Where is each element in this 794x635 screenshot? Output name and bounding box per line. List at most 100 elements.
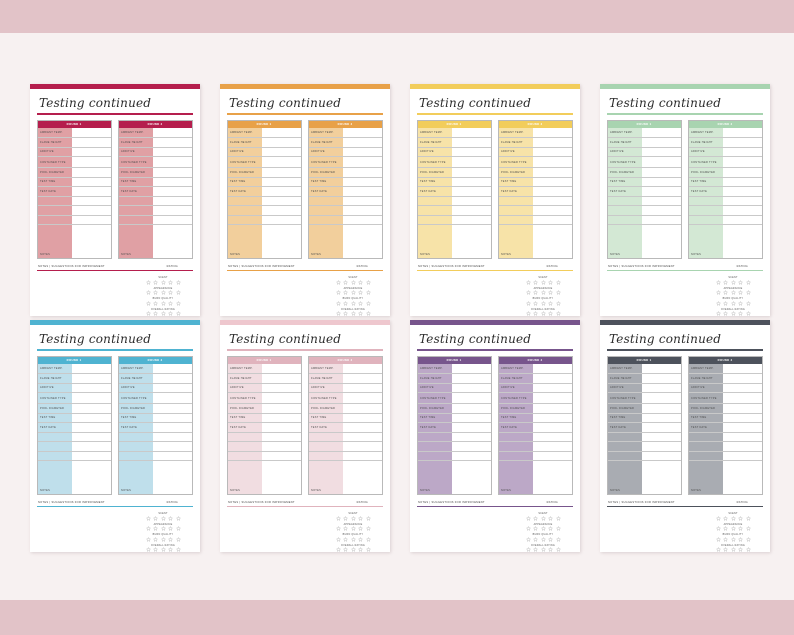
table-row-input[interactable] xyxy=(262,186,301,196)
star-rating-row[interactable] xyxy=(525,536,561,542)
star-icon[interactable] xyxy=(168,290,173,295)
star-rating-row[interactable] xyxy=(145,311,181,316)
star-rating-row[interactable] xyxy=(715,279,751,285)
table-row-input[interactable] xyxy=(452,450,491,461)
notes-writing-area[interactable] xyxy=(607,275,697,311)
table-row-input[interactable] xyxy=(642,364,681,374)
star-icon[interactable] xyxy=(365,536,371,542)
table-row-input[interactable] xyxy=(343,128,382,138)
table-row-input[interactable] xyxy=(153,364,192,374)
star-rating-row[interactable] xyxy=(715,300,751,306)
table-row-input[interactable] xyxy=(343,205,382,215)
star-icon[interactable] xyxy=(738,526,743,531)
star-icon[interactable] xyxy=(745,300,751,306)
table-row-input[interactable] xyxy=(153,195,192,206)
table-row-input[interactable] xyxy=(72,214,111,225)
table-row-input[interactable] xyxy=(642,431,681,442)
table-row-input[interactable] xyxy=(72,156,111,167)
star-icon[interactable] xyxy=(168,536,173,542)
star-icon[interactable] xyxy=(343,300,348,306)
star-rating-row[interactable] xyxy=(145,515,181,521)
table-row-input[interactable] xyxy=(533,392,572,403)
star-icon[interactable] xyxy=(555,536,561,542)
table-row-input[interactable] xyxy=(723,431,762,442)
star-rating-row[interactable] xyxy=(525,300,561,306)
star-icon[interactable] xyxy=(335,526,341,531)
star-icon[interactable] xyxy=(525,547,531,552)
star-icon[interactable] xyxy=(343,279,348,285)
table-row-input[interactable] xyxy=(533,128,572,138)
table-row-input[interactable] xyxy=(452,422,491,432)
star-icon[interactable] xyxy=(350,300,356,306)
star-icon[interactable] xyxy=(533,547,538,552)
table-row-input[interactable] xyxy=(343,224,382,258)
star-rating-row[interactable] xyxy=(335,526,371,531)
table-row-input[interactable] xyxy=(343,403,382,413)
table-row-input[interactable] xyxy=(533,403,572,413)
star-rating-row[interactable] xyxy=(525,547,561,552)
worksheet-page-yellow[interactable]: Testing continued ROUND 1 AMBIENT TEMP. FLA… xyxy=(410,84,580,316)
table-row-input[interactable] xyxy=(533,460,572,494)
star-icon[interactable] xyxy=(548,300,553,306)
star-icon[interactable] xyxy=(745,290,751,295)
table-row-input[interactable] xyxy=(452,441,491,451)
table-row-input[interactable] xyxy=(262,460,301,494)
table-row-input[interactable] xyxy=(723,450,762,461)
table-row-input[interactable] xyxy=(452,382,491,393)
table-row-input[interactable] xyxy=(153,392,192,403)
star-icon[interactable] xyxy=(723,311,728,316)
star-icon[interactable] xyxy=(540,547,546,552)
worksheet-page-mint[interactable]: Testing continued ROUND 1 AMBIENT TEMP. FLA… xyxy=(600,84,770,316)
table-row-input[interactable] xyxy=(262,382,301,393)
table-row-input[interactable] xyxy=(262,441,301,451)
worksheet-page-pink[interactable]: Testing continued ROUND 1 AMBIENT TEMP. FLA… xyxy=(220,320,390,552)
star-icon[interactable] xyxy=(555,515,561,521)
star-icon[interactable] xyxy=(168,526,173,531)
star-icon[interactable] xyxy=(745,515,751,521)
star-icon[interactable] xyxy=(723,526,728,531)
star-icon[interactable] xyxy=(540,311,546,316)
table-row-input[interactable] xyxy=(343,214,382,225)
star-icon[interactable] xyxy=(358,515,363,521)
table-row-input[interactable] xyxy=(72,224,111,258)
star-icon[interactable] xyxy=(160,300,166,306)
table-row-input[interactable] xyxy=(452,460,491,494)
star-icon[interactable] xyxy=(358,279,363,285)
table-row-input[interactable] xyxy=(642,205,681,215)
star-icon[interactable] xyxy=(350,536,356,542)
table-row-input[interactable] xyxy=(723,146,762,157)
star-icon[interactable] xyxy=(548,536,553,542)
table-row-input[interactable] xyxy=(723,364,762,374)
star-icon[interactable] xyxy=(738,279,743,285)
star-icon[interactable] xyxy=(168,300,173,306)
star-icon[interactable] xyxy=(168,515,173,521)
star-icon[interactable] xyxy=(533,300,538,306)
star-icon[interactable] xyxy=(153,515,158,521)
table-row-input[interactable] xyxy=(153,214,192,225)
table-row-input[interactable] xyxy=(452,128,491,138)
table-row-input[interactable] xyxy=(262,167,301,177)
star-rating-row[interactable] xyxy=(715,290,751,295)
star-icon[interactable] xyxy=(738,311,743,316)
table-row-input[interactable] xyxy=(153,146,192,157)
star-icon[interactable] xyxy=(548,279,553,285)
star-rating-row[interactable] xyxy=(715,536,751,542)
star-icon[interactable] xyxy=(745,311,751,316)
table-row-input[interactable] xyxy=(642,156,681,167)
star-icon[interactable] xyxy=(548,526,553,531)
table-row-input[interactable] xyxy=(642,422,681,432)
star-icon[interactable] xyxy=(723,290,728,295)
table-row-input[interactable] xyxy=(723,137,762,147)
star-rating-row[interactable] xyxy=(525,311,561,316)
star-icon[interactable] xyxy=(540,300,546,306)
table-row-input[interactable] xyxy=(262,224,301,258)
star-icon[interactable] xyxy=(365,547,371,552)
star-icon[interactable] xyxy=(145,290,151,295)
star-rating-row[interactable] xyxy=(525,515,561,521)
star-icon[interactable] xyxy=(350,290,356,295)
table-row-input[interactable] xyxy=(153,224,192,258)
star-rating-row[interactable] xyxy=(335,300,371,306)
table-row-input[interactable] xyxy=(452,176,491,187)
table-row-input[interactable] xyxy=(153,412,192,423)
star-icon[interactable] xyxy=(525,290,531,295)
